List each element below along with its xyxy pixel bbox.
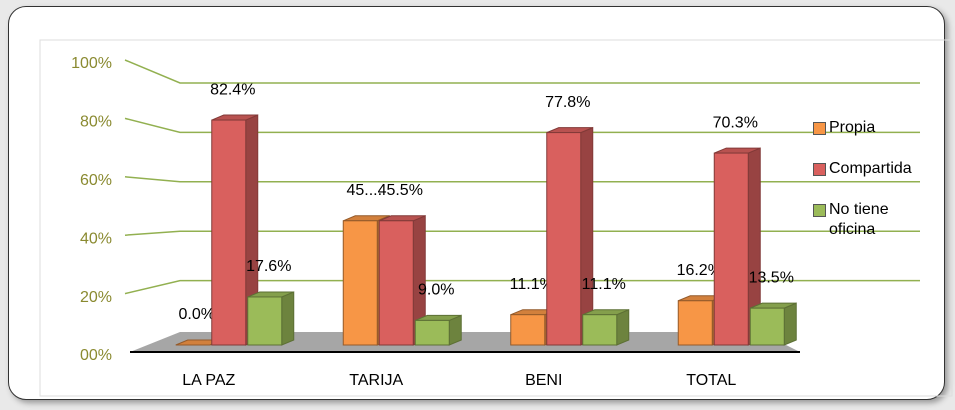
data-label: 45.... — [346, 182, 382, 199]
data-label: 11.1% — [510, 276, 554, 293]
bar — [211, 119, 247, 346]
data-label: 45.5% — [378, 182, 423, 199]
bar — [713, 152, 749, 346]
x-tick-label: BENI — [525, 372, 562, 389]
bar-side — [616, 308, 630, 346]
bar — [414, 319, 450, 346]
y-tick-label: 100% — [71, 55, 112, 72]
grid-line — [124, 230, 920, 236]
y-tick-label: 60% — [80, 172, 112, 189]
y-tick-label: 80% — [80, 114, 112, 131]
x-tick-label: LA PAZ — [182, 372, 235, 389]
y-tick-label: 40% — [80, 230, 112, 247]
legend-item: Propia — [813, 118, 948, 138]
legend-swatch — [813, 163, 826, 176]
floor — [130, 332, 800, 352]
plot-area — [39, 39, 953, 397]
bar-side — [281, 291, 295, 346]
legend-label: No tiene oficina — [829, 201, 889, 238]
data-label: 70.3% — [713, 114, 758, 131]
x-tick-label: TARIJA — [349, 372, 403, 389]
x-tick-label: TOTAL — [686, 372, 736, 389]
grid-line — [124, 117, 920, 134]
data-label: 16.2% — [677, 262, 722, 279]
legend-label: Compartida — [829, 160, 912, 177]
data-label: 9.0% — [418, 282, 454, 299]
grid-line — [124, 176, 920, 183]
data-label: 13.5% — [749, 269, 794, 286]
grid-line — [124, 59, 920, 84]
bar — [378, 220, 414, 346]
data-label: 17.6% — [246, 258, 291, 275]
bar — [247, 296, 283, 346]
y-tick-label: 00% — [80, 347, 112, 364]
legend: Propia Compartida No tiene oficina — [813, 118, 948, 261]
legend-item: No tiene oficina — [813, 200, 948, 240]
bar — [582, 314, 618, 346]
bar — [677, 300, 713, 346]
legend-swatch — [813, 122, 826, 135]
bar — [510, 314, 546, 346]
legend-label: Propia — [829, 119, 876, 136]
data-label: 11.1% — [582, 276, 626, 293]
data-label: 0.0% — [179, 306, 215, 323]
data-label: 77.8% — [545, 94, 590, 111]
data-label: 82.4% — [210, 81, 255, 98]
bar — [749, 307, 785, 346]
bar — [546, 132, 582, 346]
y-tick-label: 20% — [80, 289, 112, 306]
legend-swatch — [813, 204, 826, 217]
grid-line — [124, 279, 920, 295]
bar-side — [783, 302, 797, 346]
bar — [342, 220, 378, 346]
legend-item: Compartida — [813, 159, 948, 179]
